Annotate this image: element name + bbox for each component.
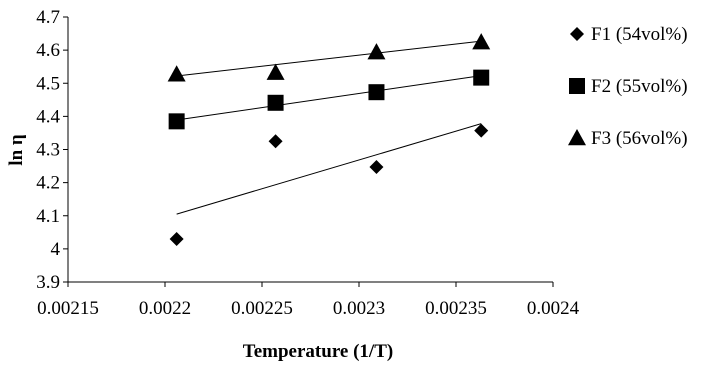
y-tick-label: 4.2 — [36, 173, 60, 194]
y-axis-ticks: 3.9 4 4.1 4.2 4.3 4.4 4.5 4.6 4.7 — [36, 7, 68, 293]
legend-label: F2 (55vol%) — [591, 76, 688, 97]
trendline-series-1 — [176, 123, 482, 215]
data-point-series-2 — [368, 84, 385, 101]
x-tick-label: 0.0024 — [527, 298, 580, 319]
y-tick-label: 3.9 — [36, 272, 60, 293]
legend-marker-triangle-icon — [568, 129, 586, 146]
data-point-series-2 — [473, 69, 490, 86]
legend-label: F3 (56vol%) — [591, 128, 688, 149]
x-tick-label: 0.0023 — [333, 298, 385, 319]
data-points — [167, 33, 491, 246]
x-axis-title: Temperature (1/T) — [243, 341, 393, 362]
data-point-series-2 — [168, 113, 185, 130]
y-axis-title: ln η — [6, 134, 27, 165]
y-tick-label: 4.1 — [36, 206, 60, 227]
data-point-series-2 — [267, 94, 284, 111]
x-axis-ticks: 0.00215 0.0022 0.00225 0.0023 0.00235 0.0024 — [37, 282, 580, 319]
trendline-series-3 — [176, 40, 482, 77]
y-tick-label: 4.3 — [36, 140, 60, 161]
legend: F1 (54vol%) F2 (55vol%) F3 (56vol%) — [568, 24, 688, 149]
legend-label: F1 (54vol%) — [591, 24, 688, 45]
y-tick-label: 4.7 — [36, 7, 60, 28]
trendlines — [176, 40, 482, 215]
x-tick-label: 0.0022 — [139, 298, 191, 319]
x-tick-label: 0.00225 — [231, 298, 293, 319]
legend-marker-diamond-icon — [570, 27, 584, 41]
data-point-series-3 — [266, 63, 285, 80]
y-tick-label: 4 — [51, 239, 61, 260]
x-tick-label: 0.00235 — [425, 298, 487, 319]
data-point-series-1 — [474, 123, 489, 138]
data-point-series-1 — [369, 160, 384, 175]
data-point-series-1 — [169, 231, 184, 246]
data-point-series-3 — [472, 33, 491, 50]
y-tick-label: 4.4 — [36, 106, 60, 127]
y-tick-label: 4.5 — [36, 73, 60, 94]
x-tick-label: 0.00215 — [37, 298, 99, 319]
y-tick-label: 4.6 — [36, 40, 60, 61]
data-point-series-3 — [167, 65, 186, 82]
data-point-series-1 — [268, 134, 283, 149]
legend-marker-square-icon — [569, 78, 585, 94]
data-point-series-3 — [367, 43, 386, 60]
trendline-series-2 — [176, 75, 482, 121]
